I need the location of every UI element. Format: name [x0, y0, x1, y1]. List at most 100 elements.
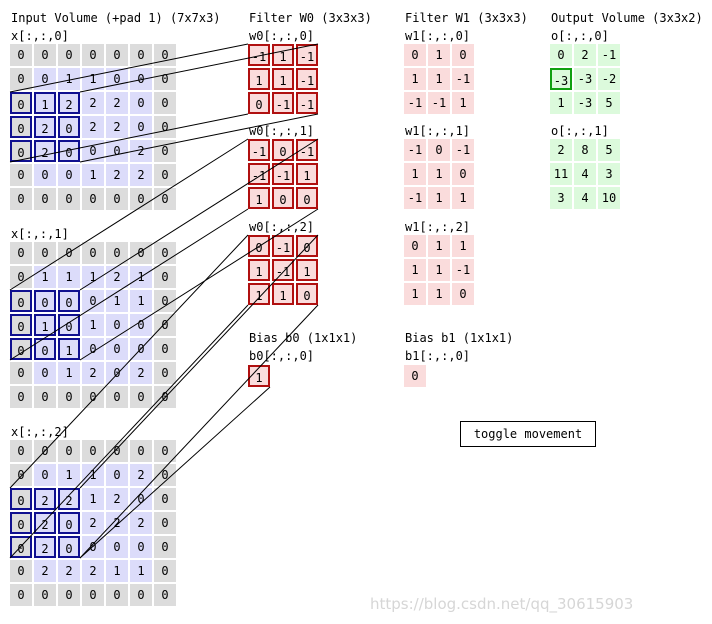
output-slice-0-cell: 2: [574, 44, 596, 66]
output-volume-title: Output Volume (3x3x2): [551, 11, 703, 25]
input-slice-1-cell: 0: [154, 266, 176, 288]
input-slice-2-cell: 0: [10, 536, 32, 558]
w1-slice-0-cell: 1: [428, 44, 450, 66]
output-slice-0-cell: -3: [550, 68, 572, 90]
w0-slice-1-cell: -1: [248, 139, 270, 161]
toggle-movement-button[interactable]: toggle movement: [460, 421, 596, 447]
output-slice-1-cell: 5: [598, 139, 620, 161]
input-slice-0-cell: 0: [10, 68, 32, 90]
input-slice-1-cell: 0: [130, 338, 152, 360]
input-slice-0-cell: 0: [154, 164, 176, 186]
bias-b0-cell: 1: [248, 365, 270, 387]
input-slice-2-cell: 0: [34, 464, 56, 486]
input-slice-1-cell: 0: [10, 266, 32, 288]
input-slice-1-cell: 0: [34, 362, 56, 384]
w1-slice-1-cell: 1: [428, 163, 450, 185]
input-slice-2-cell: 0: [58, 536, 80, 558]
input-slice-1-cell: 2: [106, 266, 128, 288]
bias-b1-title: Bias b1 (1x1x1): [405, 331, 514, 345]
output-slice-0-label: o[:,:,0]: [551, 29, 609, 43]
input-slice-1-cell: 0: [58, 314, 80, 336]
output-slice-0-cell: -2: [598, 68, 620, 90]
w1-slice-2-cell: 1: [428, 259, 450, 281]
input-slice-1-cell: 2: [82, 362, 104, 384]
w1-slice-1-cell: 0: [428, 139, 450, 161]
input-slice-2-cell: 1: [82, 488, 104, 510]
input-slice-0-cell: 2: [82, 116, 104, 138]
w1-slice-2-label: w1[:,:,2]: [405, 220, 471, 234]
input-slice-2-cell: 0: [154, 440, 176, 462]
input-slice-1-cell: 0: [10, 386, 32, 408]
input-slice-1-cell: 0: [10, 362, 32, 384]
input-slice-0-cell: 0: [130, 44, 152, 66]
input-slice-1-cell: 0: [130, 386, 152, 408]
w0-slice-0-cell: 1: [272, 44, 294, 66]
input-slice-0-cell: 1: [34, 92, 56, 114]
input-slice-1-cell: 0: [154, 386, 176, 408]
input-slice-2-cell: 0: [154, 584, 176, 606]
w0-slice-2-cell: 1: [248, 283, 270, 305]
input-slice-0-cell: 0: [130, 188, 152, 210]
w1-slice-0-cell: 0: [452, 44, 474, 66]
w0-slice-0-cell: -1: [272, 92, 294, 114]
input-slice-1-cell: 0: [34, 338, 56, 360]
input-slice-0-cell: 2: [130, 164, 152, 186]
w0-slice-2-cell: 0: [296, 283, 318, 305]
input-slice-2-cell: 1: [130, 560, 152, 582]
input-slice-0-cell: 0: [34, 164, 56, 186]
w0-slice-0-label: w0[:,:,0]: [249, 29, 315, 43]
input-slice-2-cell: 0: [10, 560, 32, 582]
input-slice-2-cell: 0: [58, 440, 80, 462]
input-slice-2-cell: 2: [130, 512, 152, 534]
w0-slice-0-cell: 1: [272, 68, 294, 90]
input-slice-2-cell: 0: [154, 536, 176, 558]
watermark-url: https://blog.csdn.net/qq_30615903: [370, 595, 634, 613]
input-slice-2-cell: 0: [106, 536, 128, 558]
input-slice-2-cell: 2: [130, 464, 152, 486]
input-slice-0-cell: 0: [34, 188, 56, 210]
input-slice-1-cell: 1: [34, 266, 56, 288]
input-slice-1-label: x[:,:,1]: [11, 227, 69, 241]
input-slice-2-cell: 0: [10, 440, 32, 462]
bias-b0-title: Bias b0 (1x1x1): [249, 331, 358, 345]
w0-slice-2-cell: 1: [296, 259, 318, 281]
input-slice-1-cell: 0: [34, 242, 56, 264]
input-slice-1-cell: 0: [10, 290, 32, 312]
input-slice-1-cell: 1: [58, 266, 80, 288]
input-slice-1-cell: 0: [82, 338, 104, 360]
input-slice-1-cell: 0: [154, 338, 176, 360]
input-slice-2-label: x[:,:,2]: [11, 425, 69, 439]
w0-slice-2-cell: 1: [272, 283, 294, 305]
input-slice-0-cell: 2: [34, 140, 56, 162]
input-slice-2-cell: 0: [34, 584, 56, 606]
input-slice-2-cell: 0: [154, 560, 176, 582]
input-slice-0-cell: 0: [106, 188, 128, 210]
input-slice-2-cell: 0: [154, 512, 176, 534]
w1-slice-2-cell: 1: [452, 235, 474, 257]
w1-slice-1-label: w1[:,:,1]: [405, 124, 471, 138]
input-slice-1-cell: 1: [130, 290, 152, 312]
w1-slice-2-cell: 1: [404, 259, 426, 281]
input-slice-0-cell: 0: [10, 116, 32, 138]
input-slice-0-cell: 2: [106, 116, 128, 138]
input-slice-1-cell: 0: [34, 386, 56, 408]
input-slice-0-cell: 0: [130, 92, 152, 114]
input-slice-1-cell: 0: [106, 242, 128, 264]
input-slice-0-cell: 0: [130, 116, 152, 138]
input-slice-1-cell: 0: [10, 242, 32, 264]
input-slice-1-cell: 1: [58, 338, 80, 360]
w1-slice-2-cell: 1: [428, 235, 450, 257]
w1-slice-2-cell: 0: [404, 235, 426, 257]
input-slice-1-cell: 1: [58, 362, 80, 384]
w0-slice-0-cell: -1: [296, 68, 318, 90]
input-slice-0-cell: 0: [58, 140, 80, 162]
input-slice-1-cell: 0: [106, 362, 128, 384]
input-slice-0-cell: 2: [106, 92, 128, 114]
output-slice-0-cell: 1: [550, 92, 572, 114]
input-slice-0-cell: 2: [58, 92, 80, 114]
input-slice-2-cell: 0: [34, 440, 56, 462]
input-slice-1-cell: 0: [58, 290, 80, 312]
output-slice-1-cell: 3: [598, 163, 620, 185]
input-slice-1-cell: 0: [34, 290, 56, 312]
input-slice-1-cell: 0: [58, 242, 80, 264]
